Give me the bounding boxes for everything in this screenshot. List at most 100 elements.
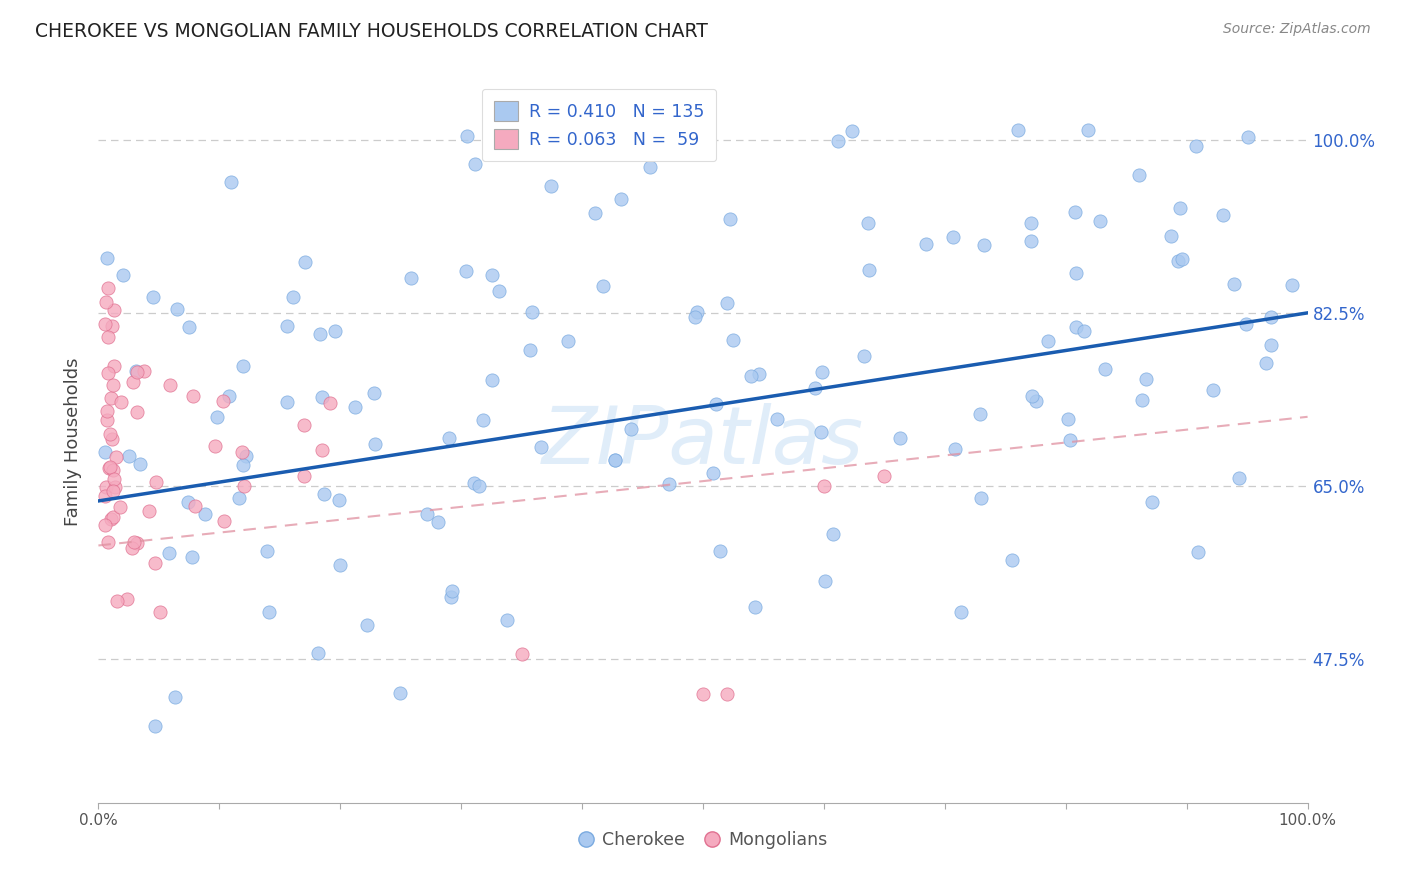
Point	[1234, 317, 1257, 331]
Point	[1212, 208, 1234, 222]
Point	[165, 690, 187, 705]
Point	[638, 160, 661, 174]
Point	[1202, 384, 1225, 398]
Point	[692, 687, 714, 701]
Point	[276, 394, 298, 409]
Point	[658, 477, 681, 491]
Text: ZIPatlas: ZIPatlas	[541, 402, 865, 481]
Point	[180, 549, 202, 564]
Point	[325, 324, 347, 338]
Point	[620, 421, 643, 435]
Point	[94, 489, 117, 503]
Point	[1254, 355, 1277, 369]
Point	[766, 412, 789, 426]
Point	[101, 509, 124, 524]
Point	[1059, 433, 1081, 447]
Point	[143, 719, 166, 733]
Point	[312, 487, 335, 501]
Point	[889, 431, 911, 445]
Point	[605, 452, 627, 467]
Point	[1064, 319, 1087, 334]
Point	[94, 317, 117, 331]
Point	[415, 507, 437, 521]
Point	[100, 391, 122, 405]
Point	[510, 648, 533, 662]
Point	[110, 395, 132, 409]
Text: Source: ZipAtlas.com: Source: ZipAtlas.com	[1223, 22, 1371, 37]
Point	[1057, 411, 1080, 425]
Y-axis label: Family Households: Family Households	[65, 358, 83, 525]
Point	[142, 289, 165, 303]
Legend: Cherokee, Mongolians: Cherokee, Mongolians	[572, 823, 834, 855]
Point	[942, 230, 965, 244]
Point	[205, 410, 228, 425]
Point	[1281, 278, 1303, 293]
Point	[103, 479, 125, 493]
Point	[1064, 266, 1087, 280]
Point	[813, 479, 835, 493]
Point	[969, 407, 991, 421]
Point	[228, 491, 250, 505]
Point	[1076, 122, 1098, 136]
Point	[437, 431, 460, 445]
Point	[811, 365, 834, 379]
Point	[557, 334, 579, 348]
Point	[283, 290, 305, 304]
Point	[456, 129, 478, 144]
Point	[96, 403, 118, 417]
Point	[311, 390, 333, 404]
Point	[519, 343, 541, 358]
Point	[716, 295, 738, 310]
Point	[440, 583, 463, 598]
Point	[858, 263, 880, 277]
Point	[98, 459, 121, 474]
Point	[118, 449, 141, 463]
Point	[1187, 544, 1209, 558]
Point	[204, 439, 226, 453]
Point	[104, 450, 127, 465]
Point	[103, 377, 125, 392]
Point	[329, 558, 352, 572]
Point	[344, 400, 367, 414]
Point	[401, 270, 423, 285]
Point	[177, 320, 200, 334]
Point	[488, 284, 510, 298]
Point	[221, 175, 243, 189]
Point	[464, 157, 486, 171]
Point	[112, 268, 135, 282]
Point	[94, 480, 117, 494]
Point	[121, 375, 143, 389]
Point	[103, 359, 125, 373]
Point	[1135, 371, 1157, 385]
Point	[495, 614, 517, 628]
Point	[481, 373, 503, 387]
Point	[94, 445, 117, 459]
Point	[121, 541, 143, 555]
Point	[115, 592, 138, 607]
Point	[292, 469, 315, 483]
Point	[969, 491, 991, 505]
Point	[388, 686, 411, 700]
Point	[94, 295, 117, 310]
Point	[1036, 334, 1059, 348]
Point	[721, 334, 744, 348]
Point	[232, 479, 254, 493]
Point	[1063, 204, 1085, 219]
Point	[943, 442, 966, 456]
Point	[309, 326, 332, 341]
Point	[177, 495, 200, 509]
Point	[530, 440, 553, 454]
Point	[108, 500, 131, 514]
Point	[744, 599, 766, 614]
Point	[467, 479, 489, 493]
Point	[103, 303, 125, 318]
Point	[1167, 254, 1189, 268]
Point	[949, 606, 972, 620]
Point	[720, 211, 742, 226]
Point	[873, 469, 896, 483]
Point	[592, 279, 614, 293]
Point	[914, 237, 936, 252]
Point	[125, 536, 148, 550]
Point	[256, 544, 278, 558]
Point	[814, 574, 837, 588]
